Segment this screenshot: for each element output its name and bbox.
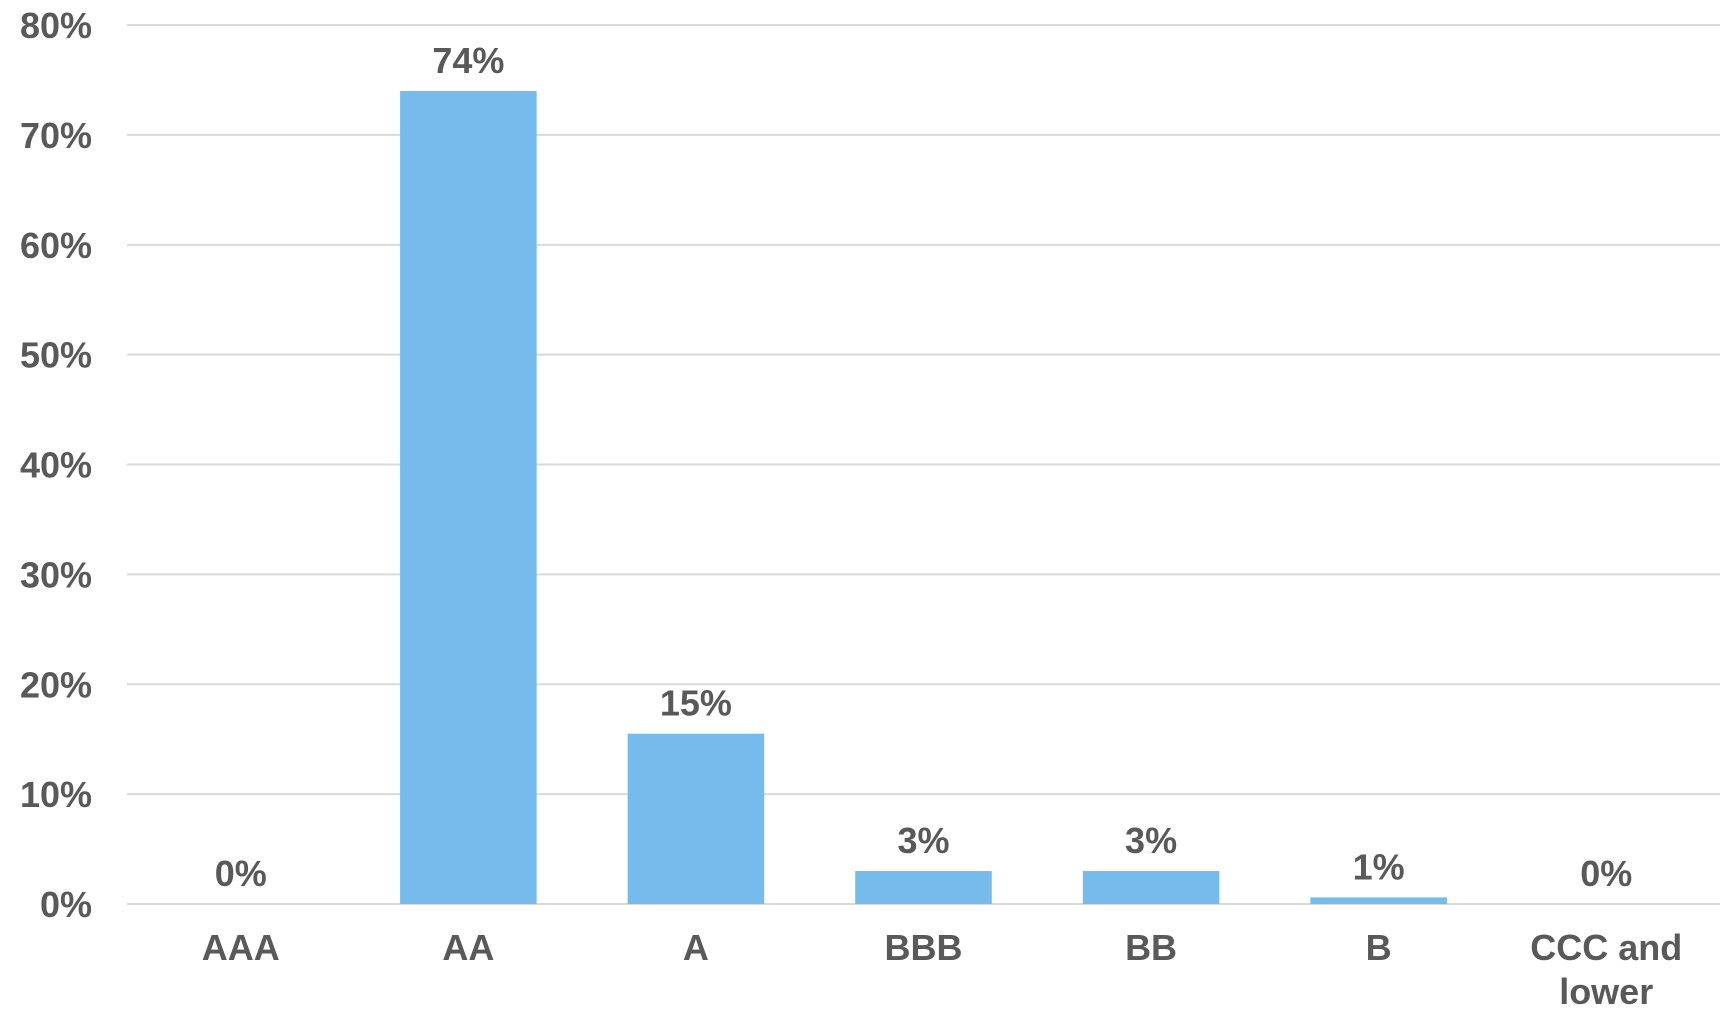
y-tick-label: 30%: [20, 554, 92, 595]
x-category-label: A: [683, 927, 709, 968]
bar-bbb: [855, 871, 992, 904]
x-category-label: CCC and lower: [1530, 927, 1682, 1010]
bar-a: [627, 733, 765, 904]
data-label: 15%: [660, 683, 732, 724]
data-label: 0%: [1580, 853, 1632, 894]
x-category-label: BB: [1125, 927, 1177, 968]
x-category-label: AA: [442, 927, 494, 968]
y-tick-label: 10%: [20, 774, 92, 815]
y-tick-label: 60%: [20, 225, 92, 266]
y-tick-label: 0%: [40, 884, 92, 925]
data-label: 3%: [897, 820, 949, 861]
y-axis-tick-labels: 0% 10% 20% 30% 40% 50% 60% 70% 80%: [20, 5, 92, 925]
x-axis-category-labels: AAA AA A BBB BB B CCC and lower: [202, 927, 1682, 1012]
y-tick-label: 20%: [20, 664, 92, 705]
y-tick-label: 80%: [20, 5, 92, 46]
bar-aa: [400, 90, 537, 905]
bars: [400, 90, 1447, 905]
x-category-label: B: [1366, 927, 1392, 968]
x-category-label: AAA: [202, 927, 280, 968]
bar-bb: [1082, 871, 1220, 904]
y-tick-label: 50%: [20, 335, 92, 376]
data-label: 74%: [432, 40, 504, 81]
data-labels: 0% 74% 15% 3% 3% 1% 0%: [215, 40, 1632, 894]
x-category-label: BBB: [885, 927, 963, 968]
data-label: 3%: [1125, 820, 1177, 861]
y-tick-label: 70%: [20, 115, 92, 156]
data-label: 0%: [215, 853, 267, 894]
data-label: 1%: [1353, 846, 1405, 887]
bar-b: [1310, 897, 1447, 904]
y-tick-label: 40%: [20, 445, 92, 486]
gridlines: [127, 24, 1720, 905]
